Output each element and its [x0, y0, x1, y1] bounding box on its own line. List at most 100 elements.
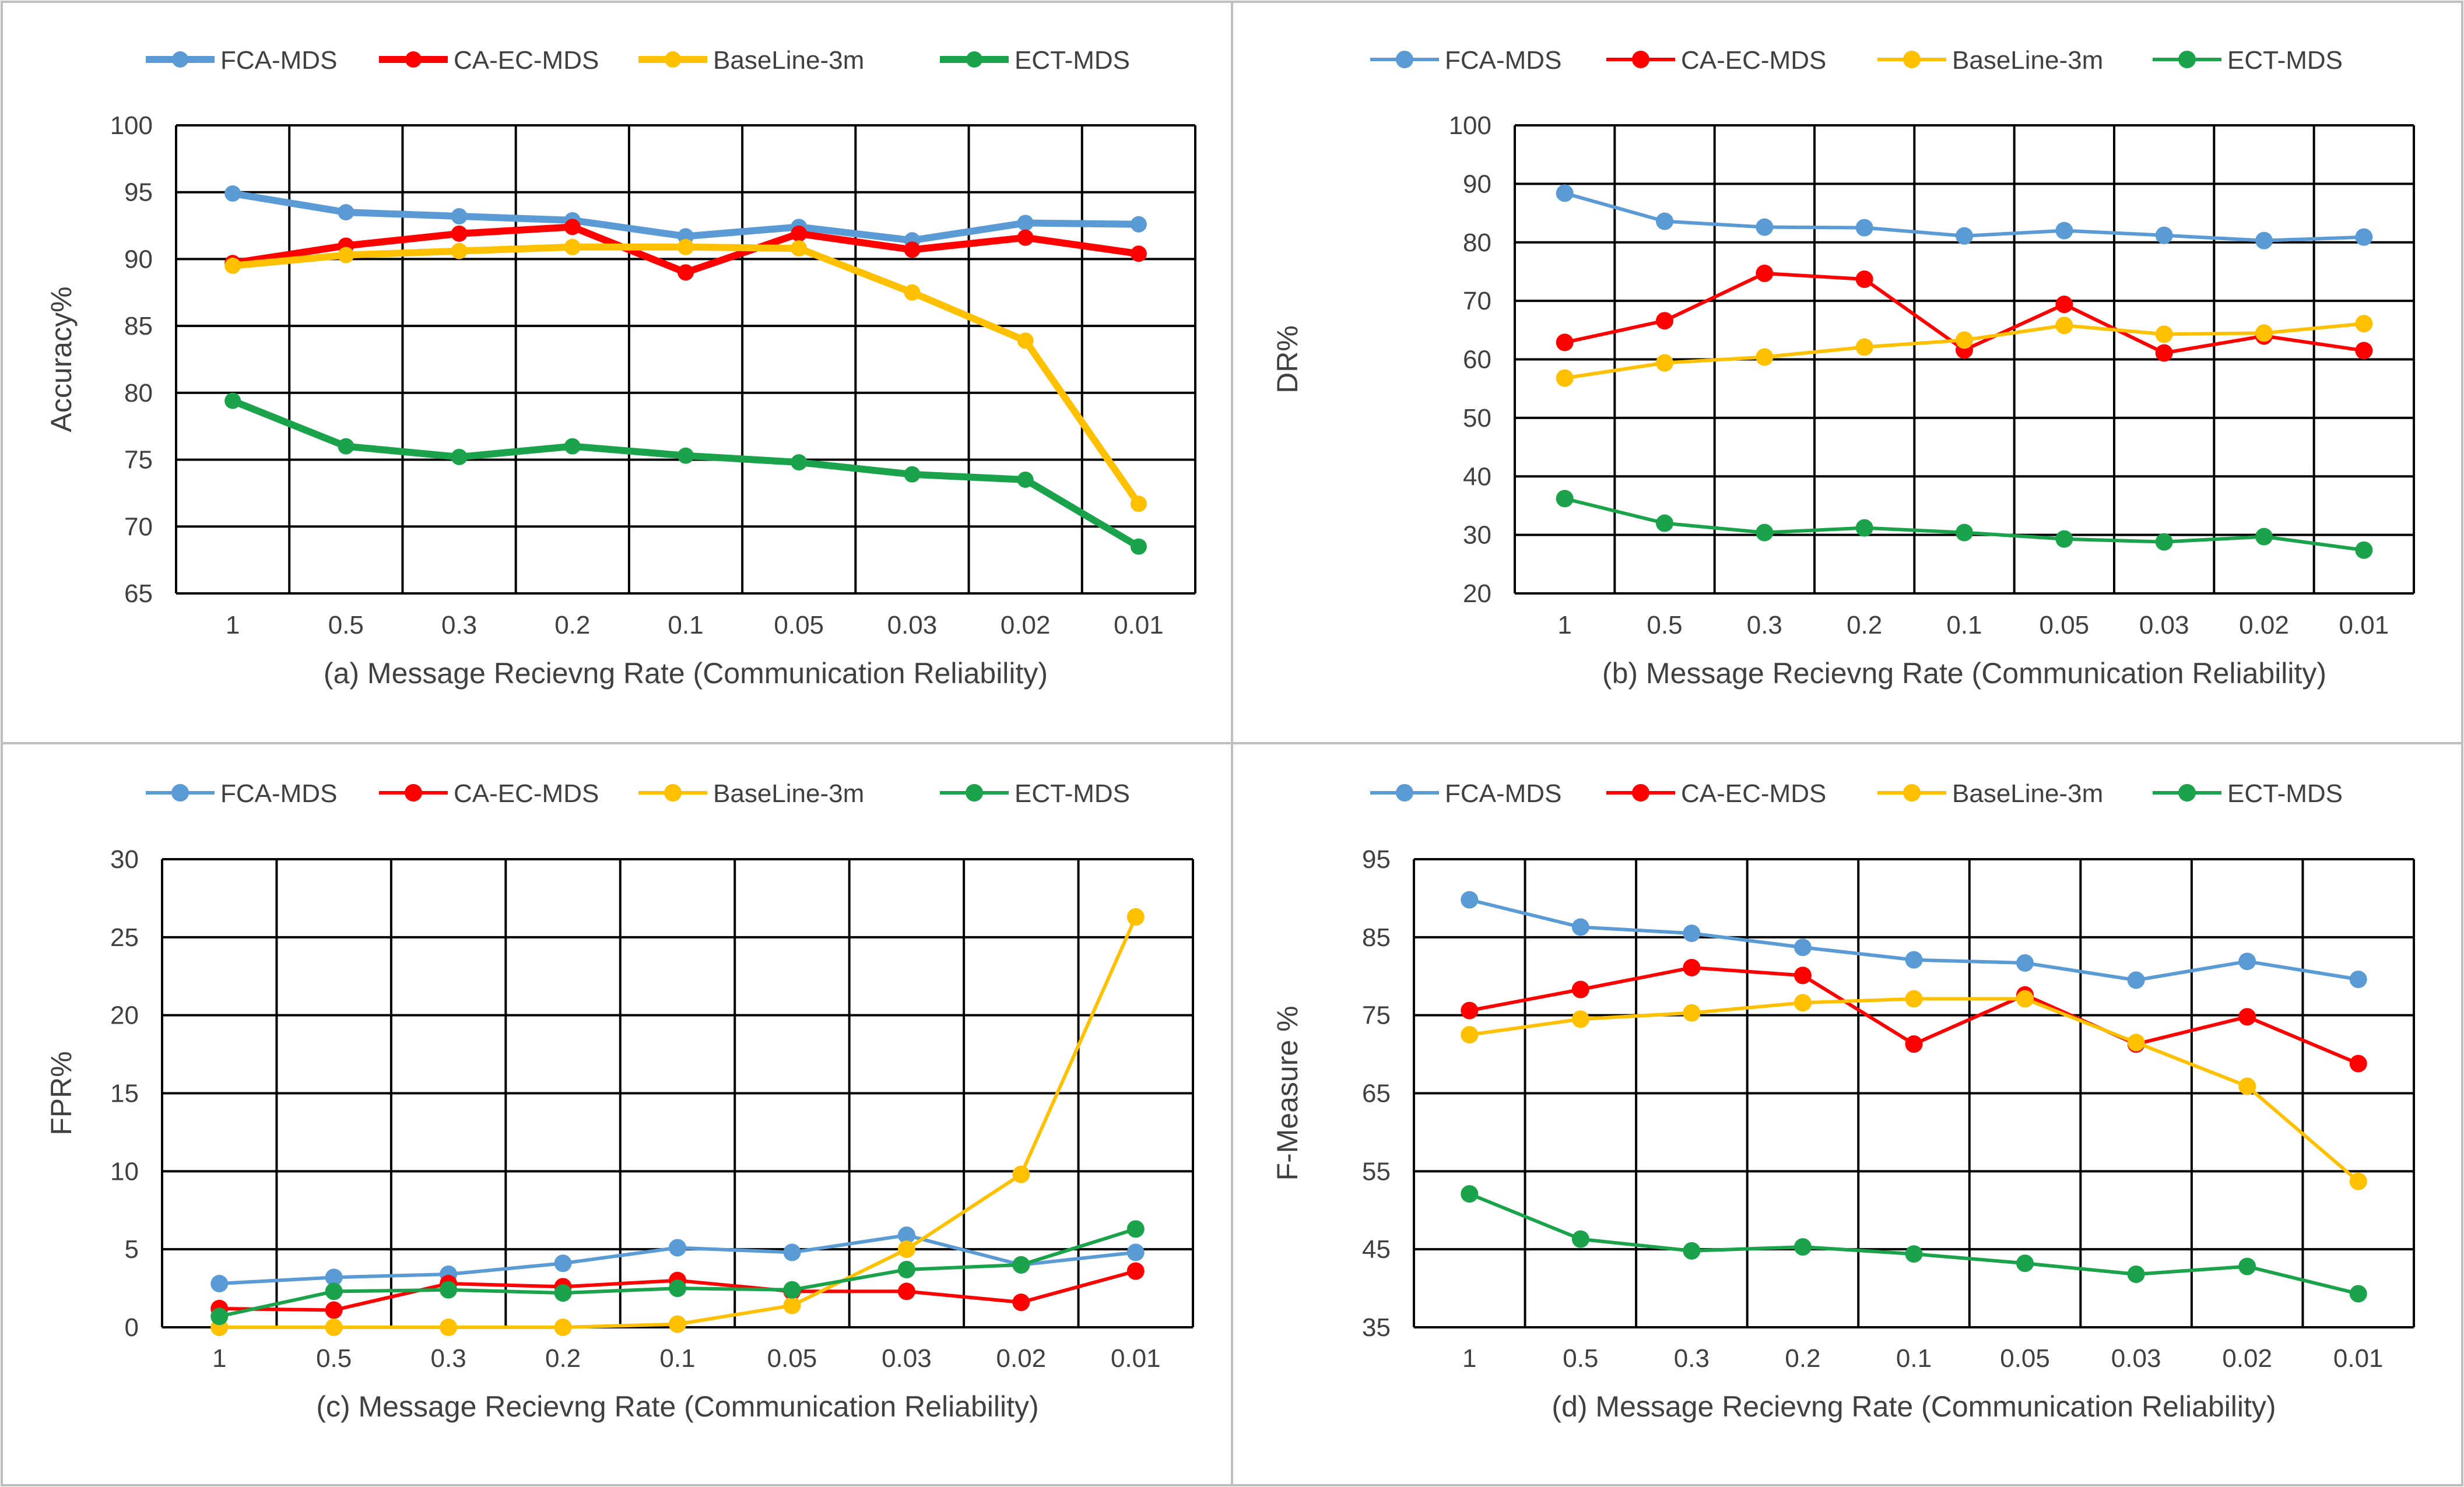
data-point	[554, 1254, 572, 1272]
legend: FCA-MDS CA-EC-MDS BaseLine-3m ECT-MDS	[1370, 779, 2343, 808]
data-point	[1905, 951, 1923, 969]
data-point	[1571, 1010, 1589, 1028]
legend-label: FCA-MDS	[1445, 46, 1561, 75]
data-point	[2016, 1254, 2034, 1272]
series-ect-mds	[1556, 490, 2373, 559]
data-point	[1855, 519, 1873, 537]
y-tick-label: 55	[1362, 1157, 1391, 1186]
data-point	[2238, 1008, 2256, 1026]
data-point	[2127, 1033, 2145, 1052]
legend-label: CA-EC-MDS	[1681, 779, 1826, 808]
data-point	[1656, 212, 1673, 230]
legend-item: BaseLine-3m	[1877, 46, 2103, 75]
x-tick-label: 0.1	[1896, 1344, 1932, 1373]
series-ect-mds	[224, 392, 1147, 555]
data-point	[1905, 990, 1923, 1008]
data-point	[678, 238, 694, 255]
data-point	[1571, 918, 1589, 936]
y-tick-label: 5	[125, 1235, 139, 1264]
x-tick-label: 0.02	[996, 1344, 1047, 1373]
data-point	[2255, 231, 2273, 249]
data-point	[1012, 1165, 1030, 1183]
legend-item: BaseLine-3m	[638, 46, 864, 75]
data-point	[1855, 219, 1873, 237]
data-point	[2155, 325, 2173, 343]
data-point	[2349, 971, 2367, 989]
data-point	[1656, 354, 1673, 372]
data-point	[1461, 1001, 1479, 1020]
y-tick-label: 65	[1362, 1080, 1391, 1108]
y-tick-label: 85	[1362, 923, 1391, 952]
legend-swatch-marker	[2178, 784, 2196, 801]
legend-swatch-marker	[172, 51, 188, 68]
data-point	[564, 219, 581, 235]
data-point	[1126, 908, 1145, 926]
legend-label: BaseLine-3m	[713, 779, 864, 808]
data-point	[678, 264, 694, 281]
x-tick-label: 0.2	[1847, 611, 1882, 639]
data-point	[1793, 938, 1812, 957]
x-tick-label: 0.03	[2139, 611, 2189, 639]
series-fca-mds	[1461, 891, 2367, 989]
x-tick-label: 0.05	[2000, 1344, 2050, 1373]
data-point	[451, 225, 468, 242]
data-point	[1017, 215, 1034, 231]
x-tick-label: 1	[1557, 611, 1571, 639]
y-tick-label: 20	[1463, 579, 1491, 608]
data-point	[2255, 324, 2273, 342]
data-point	[1571, 1230, 1589, 1248]
data-point	[2355, 541, 2373, 559]
data-point	[210, 1275, 229, 1293]
y-tick-label: 95	[1362, 845, 1391, 874]
data-point	[1012, 1293, 1030, 1312]
x-tick-label: 0.3	[1747, 611, 1782, 639]
panel-d-f-measure: FCA-MDS CA-EC-MDS BaseLine-3m ECT-MDS 35 45 55…	[1271, 779, 2415, 1423]
y-tick-label: 80	[1463, 229, 1491, 257]
x-tick-label: 0.1	[1946, 611, 1982, 639]
data-point	[2238, 1257, 2256, 1275]
data-point	[451, 242, 468, 259]
data-point	[1012, 1256, 1030, 1274]
y-tick-label: 20	[110, 1001, 139, 1030]
x-tick-label: 0.01	[1114, 611, 1164, 639]
legend-item: ECT-MDS	[940, 46, 1130, 75]
data-point	[338, 438, 354, 455]
data-point	[2155, 533, 2173, 551]
data-point	[2016, 954, 2034, 972]
data-point	[1756, 218, 1774, 236]
data-point	[2155, 226, 2173, 244]
legend-swatch-marker	[665, 51, 681, 68]
y-tick-label: 90	[124, 245, 153, 273]
legend-swatch-marker	[1632, 51, 1649, 68]
data-point	[1461, 891, 1479, 909]
data-point	[904, 241, 921, 258]
data-point	[1130, 245, 1147, 262]
data-point	[1571, 980, 1589, 999]
y-tick-label: 15	[110, 1080, 139, 1108]
data-point	[669, 1315, 686, 1333]
y-tick-label: 70	[1463, 287, 1491, 315]
data-point	[1683, 959, 1701, 977]
data-point	[2349, 1054, 2367, 1073]
x-axis-label: (c) Message Recievng Rate (Communication…	[316, 1390, 1038, 1423]
data-point	[791, 225, 808, 242]
data-point	[791, 454, 808, 471]
data-point	[2355, 315, 2373, 333]
y-axis-label: FPR%	[45, 1051, 78, 1135]
x-tick-label: 0.03	[887, 611, 938, 639]
data-point	[224, 185, 241, 202]
data-point	[1126, 1262, 1145, 1280]
legend-label: BaseLine-3m	[1952, 779, 2103, 808]
data-point	[451, 208, 468, 225]
data-point	[1793, 1238, 1812, 1256]
legend-item: ECT-MDS	[2153, 779, 2343, 808]
data-point	[1756, 264, 1774, 282]
x-tick-label: 0.03	[882, 1344, 932, 1373]
data-point	[1855, 270, 1873, 288]
data-point	[1130, 216, 1147, 233]
data-point	[1126, 1243, 1145, 1261]
data-point	[669, 1279, 686, 1298]
x-tick-label: 0.02	[2222, 1344, 2272, 1373]
legend-swatch-marker	[171, 784, 189, 801]
data-point	[678, 447, 694, 464]
